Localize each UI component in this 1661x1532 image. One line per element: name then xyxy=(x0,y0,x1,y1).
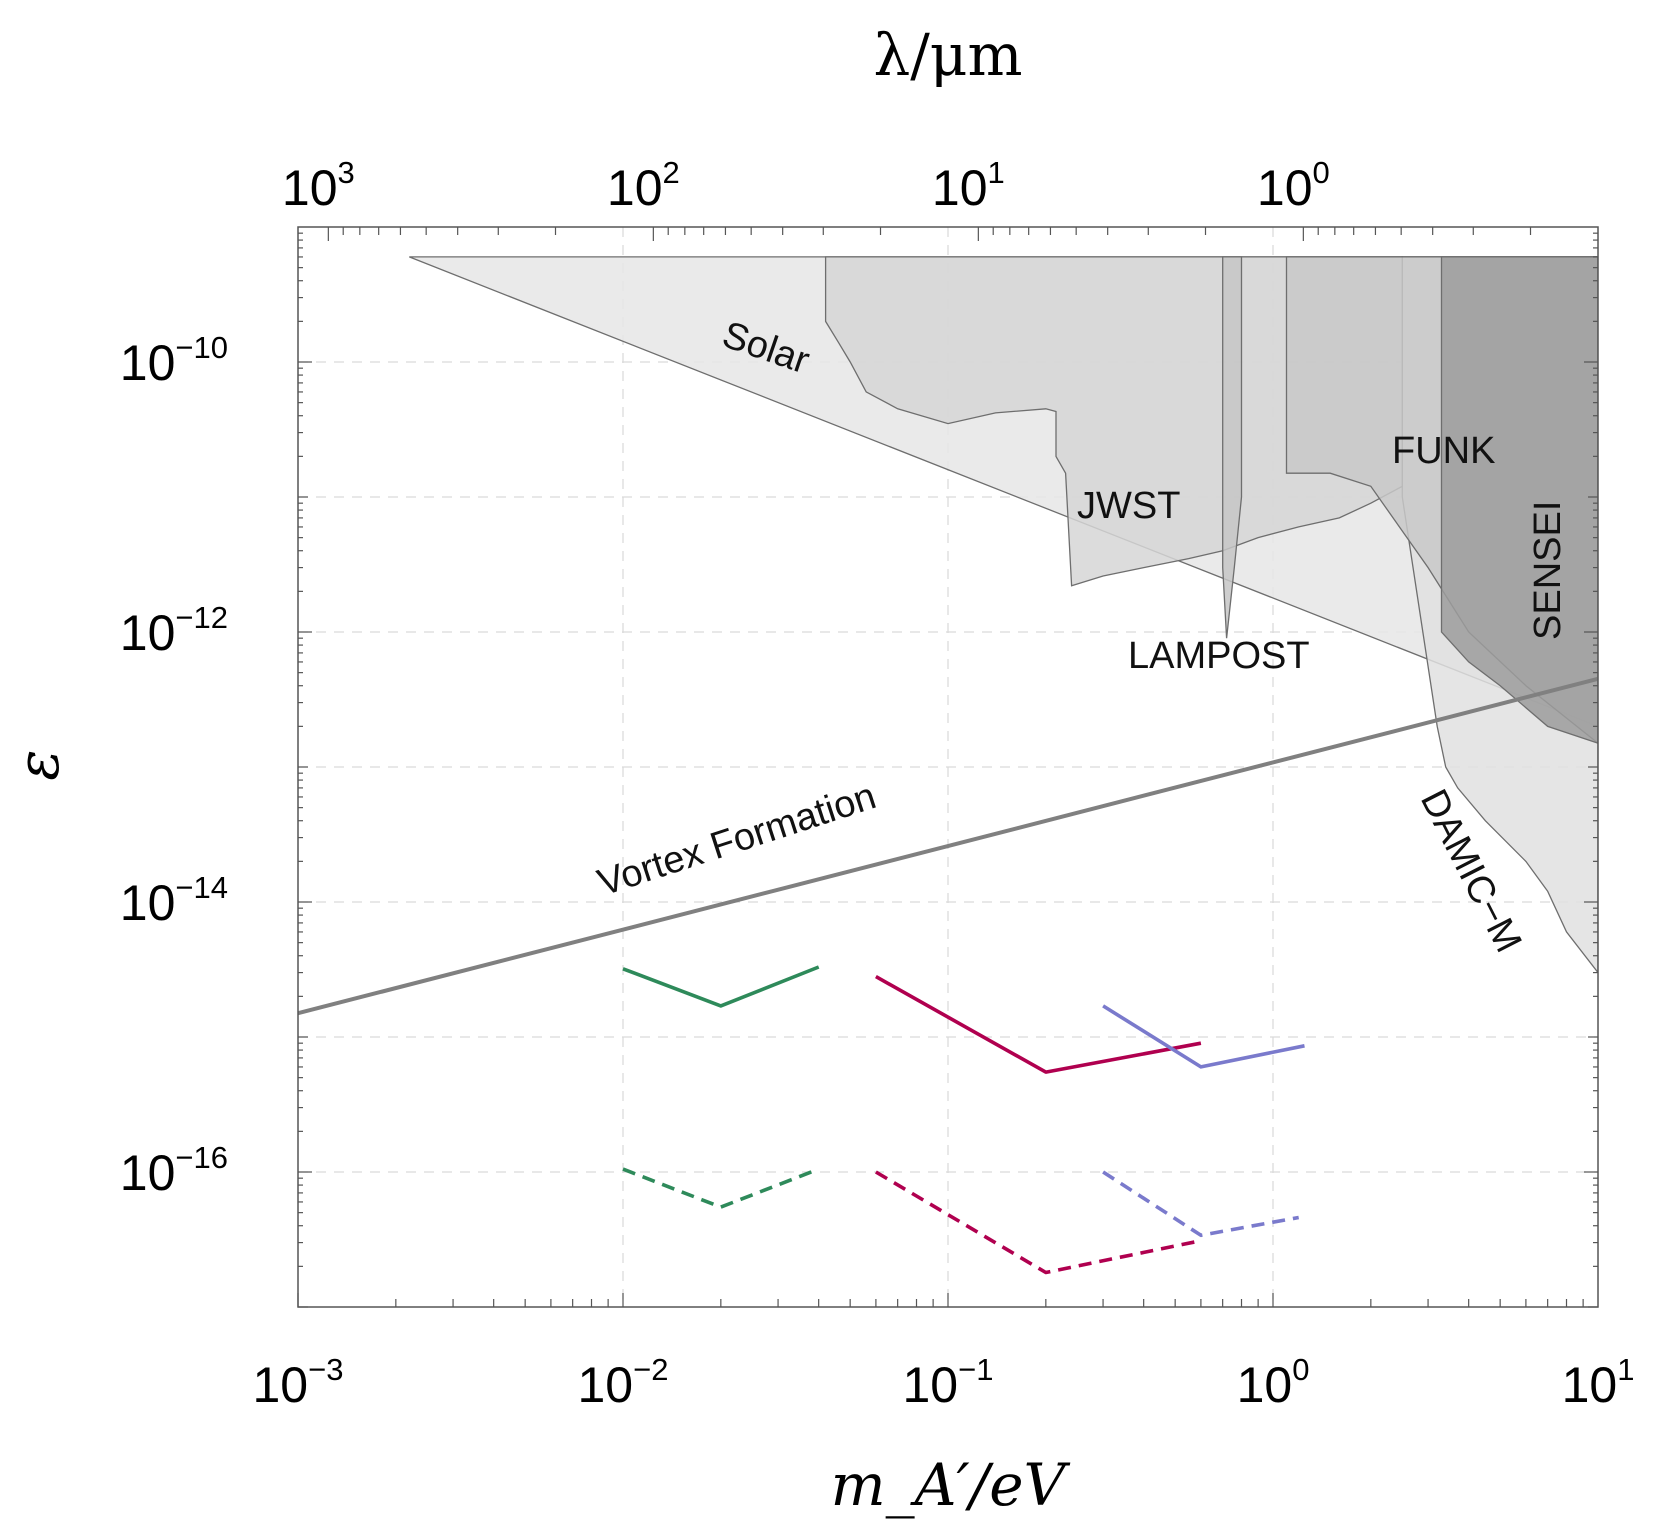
vortex-formation-line xyxy=(298,676,1598,1016)
y-tick-label: 10−12 xyxy=(120,600,228,661)
x-tick-label: 10−1 xyxy=(903,1352,994,1413)
region-lampost xyxy=(1222,256,1243,639)
region-label-lampost: LAMPOST xyxy=(1128,635,1310,677)
top-tick-label: 103 xyxy=(282,155,355,216)
x-tick-label: 101 xyxy=(1562,1352,1635,1413)
projection-crimson-dashed xyxy=(874,1170,1202,1275)
top-tick-label: 102 xyxy=(607,155,680,216)
y-tick-label: 10−10 xyxy=(120,330,228,391)
ticks xyxy=(297,227,1598,1308)
top-tick-label: 101 xyxy=(932,155,1005,216)
x-tick-label: 10−3 xyxy=(253,1352,344,1413)
y-tick-label: 10−14 xyxy=(120,870,228,931)
region-sensei xyxy=(1440,256,1598,744)
x-tick-label: 10−2 xyxy=(578,1352,669,1413)
projection-green-dashed xyxy=(622,1167,820,1209)
y-tick-label: 10−16 xyxy=(120,1140,228,1201)
region-label-jwst: JWST xyxy=(1077,485,1180,527)
region-label-funk: FUNK xyxy=(1392,430,1495,472)
projection-green-solid xyxy=(622,965,820,1008)
lines xyxy=(298,676,1598,1275)
projection-blue-dashed xyxy=(1102,1170,1300,1238)
top-tick-label: 100 xyxy=(1257,155,1330,216)
tick-labels: 10−3 10−2 10−1 100 101 103 102 101 100 10−10 10−12… xyxy=(120,155,1635,1413)
x-tick-label: 100 xyxy=(1237,1352,1310,1413)
y-axis-title: ε xyxy=(4,749,72,780)
top-axis-title: λ/μm xyxy=(874,21,1023,89)
excluded-regions xyxy=(409,256,1598,974)
projection-blue-solid xyxy=(1102,1004,1305,1069)
x-axis-title: m_A′/eV xyxy=(831,1451,1071,1519)
region-jwst xyxy=(824,256,1403,587)
region-label-sensei: SENSEI xyxy=(1527,501,1569,640)
projection-crimson-solid xyxy=(875,975,1202,1074)
